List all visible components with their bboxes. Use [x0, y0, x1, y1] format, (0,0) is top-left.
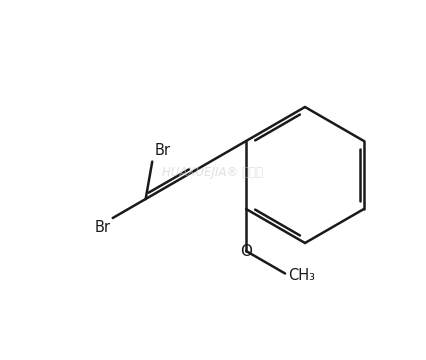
Text: CH₃: CH₃: [288, 268, 315, 283]
Text: Br: Br: [95, 220, 111, 235]
Text: HUAXUEJIA® 化学加: HUAXUEJIA® 化学加: [162, 166, 264, 179]
Text: Br: Br: [154, 143, 170, 158]
Text: O: O: [240, 243, 252, 258]
